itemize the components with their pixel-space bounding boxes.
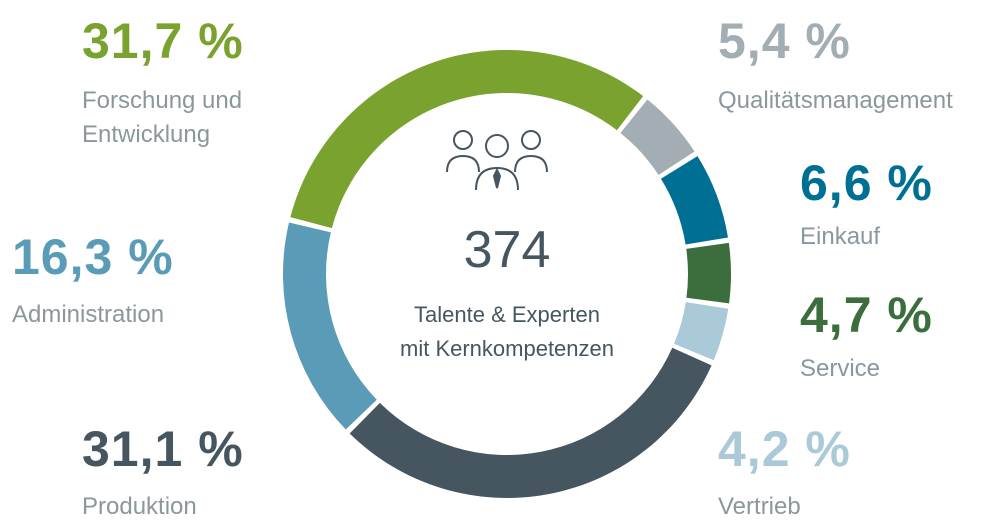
- value-label: 16,3 %: [12, 229, 174, 285]
- people-icon: [446, 130, 548, 191]
- value-label: 5,4 %: [718, 13, 851, 69]
- category-label: Qualitätsmanagement: [718, 87, 953, 114]
- value-label: 6,6 %: [800, 155, 933, 211]
- value-label: 4,7 %: [800, 287, 933, 343]
- category-label: Produktion: [82, 493, 197, 520]
- donut-segment: [674, 302, 729, 361]
- donut-segment: [660, 156, 729, 245]
- donut-segment: [686, 242, 731, 304]
- value-label: 31,1 %: [82, 421, 244, 477]
- donut-segment: [290, 49, 644, 229]
- center-value: 374: [463, 221, 551, 279]
- category-label: Einkauf: [800, 223, 881, 250]
- donut-segment: [620, 99, 695, 176]
- donut-segment: [349, 347, 712, 499]
- category-label: Forschung und Entwicklung: [82, 87, 243, 148]
- center-text: mit Kernkompetenzen: [400, 336, 614, 361]
- category-label: Vertrieb: [718, 493, 801, 520]
- value-label: 31,7 %: [82, 13, 244, 69]
- category-label: Administration: [12, 301, 165, 328]
- category-label: Service: [800, 355, 881, 382]
- donut-segment: [282, 222, 377, 430]
- center-text: Talente & Experten: [414, 302, 600, 327]
- value-label: 4,2 %: [718, 421, 851, 477]
